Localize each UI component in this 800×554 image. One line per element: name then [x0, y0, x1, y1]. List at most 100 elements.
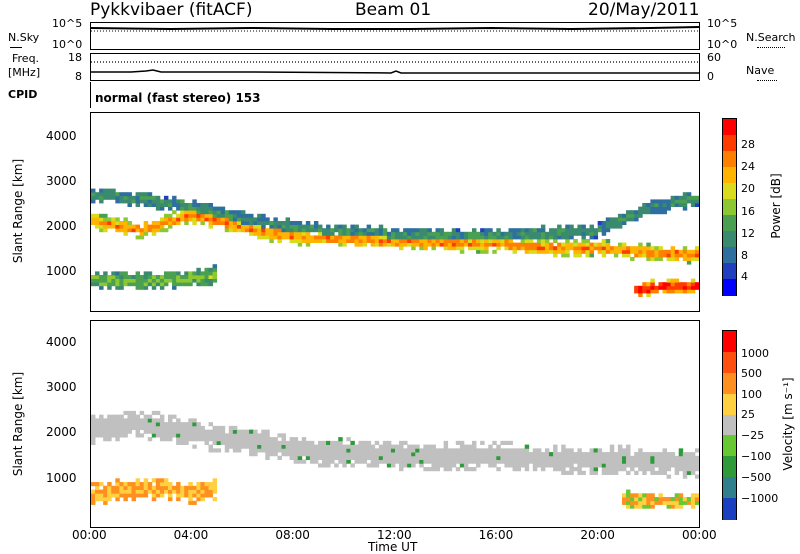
- velocity-cell: [642, 504, 647, 509]
- velocity-cell: [390, 463, 396, 468]
- velocity-cell: [395, 452, 400, 457]
- power-cell: [151, 224, 157, 229]
- velocity-cell: [305, 452, 311, 457]
- velocity-cell: [95, 485, 100, 490]
- power-cell: [654, 285, 659, 290]
- velocity-cell: [224, 433, 230, 438]
- velocity-cell: [593, 452, 599, 457]
- velocity-cell: [634, 455, 639, 460]
- velocity-cell: [236, 429, 242, 434]
- power-cell: [293, 221, 299, 225]
- velocity-cell: [330, 455, 335, 460]
- velocity-cell: [309, 459, 315, 464]
- power-cell: [119, 224, 124, 229]
- power-cell: [200, 271, 205, 276]
- velocity-cell: [694, 448, 700, 453]
- power-cell: [103, 213, 108, 218]
- power-cell: [646, 242, 651, 247]
- power-cell: [569, 235, 574, 240]
- power-cell: [390, 239, 396, 243]
- velocity-cell: [91, 425, 96, 431]
- velocity-cell: [690, 459, 696, 464]
- power-cell: [99, 188, 104, 193]
- velocity-cell: [354, 448, 359, 453]
- velocity-cell: [617, 452, 623, 457]
- velocity-cell: [107, 482, 112, 487]
- velocity-cell: [390, 448, 396, 453]
- power-cell: [654, 289, 659, 294]
- power-cell: [163, 195, 169, 200]
- power-cell: [670, 246, 676, 251]
- power-cell: [176, 217, 181, 222]
- velocity-cell: [658, 467, 663, 472]
- velocity-cell: [317, 440, 323, 445]
- power-cell: [236, 224, 242, 229]
- velocity-cell: [386, 444, 392, 449]
- power-cell: [334, 235, 339, 240]
- power-cell: [390, 235, 396, 240]
- velocity-cell: [135, 429, 141, 434]
- power-cell: [119, 285, 124, 290]
- power-cell: [682, 192, 688, 197]
- velocity-cell: [626, 493, 631, 498]
- power-cell: [589, 246, 595, 251]
- power-cell: [601, 239, 607, 243]
- power-cell: [634, 217, 639, 222]
- velocity-cell: [269, 444, 274, 449]
- power-cell: [589, 242, 595, 247]
- beam-label: Beam 01: [355, 0, 432, 20]
- velocity-cell: [95, 433, 100, 438]
- velocity-cell: [386, 452, 392, 457]
- power-cell: [155, 203, 161, 207]
- power-cell: [682, 195, 688, 200]
- power-cell: [228, 228, 234, 233]
- power-cell: [382, 235, 388, 240]
- velocity-cell: [484, 459, 489, 464]
- power-cell: [492, 235, 497, 240]
- power-cell: [492, 249, 497, 254]
- velocity-cell: [630, 459, 635, 464]
- velocity-cell: [382, 455, 388, 460]
- velocity-cell: [690, 500, 696, 505]
- velocity-cell: [188, 437, 193, 442]
- power-colorbar-segment: [723, 231, 736, 248]
- power-cell: [119, 199, 124, 204]
- velocity-cell: [399, 467, 404, 472]
- power-cell: [257, 213, 262, 218]
- velocity-cell: [500, 452, 505, 457]
- power-cell: [297, 239, 303, 243]
- power-cell: [147, 195, 153, 200]
- power-cell: [111, 271, 116, 276]
- velocity-cell: [654, 452, 659, 457]
- velocity-cell: [666, 459, 672, 464]
- velocity-cell: [626, 455, 631, 460]
- velocity-cell: [119, 482, 124, 487]
- velocity-cell: [155, 478, 161, 483]
- velocity-cell: [115, 429, 120, 434]
- power-cell: [99, 199, 104, 204]
- power-cell: [115, 199, 120, 204]
- velocity-cell: [581, 452, 586, 457]
- power-cell: [512, 249, 517, 254]
- power-cell: [115, 221, 120, 225]
- x-tick-label: 08:00: [275, 528, 310, 542]
- power-cell: [172, 275, 177, 279]
- power-cell: [99, 217, 104, 222]
- velocity-cell: [163, 478, 169, 483]
- power-cell: [597, 249, 603, 254]
- power-cell: [107, 192, 112, 197]
- velocity-cell: [435, 463, 440, 468]
- velocity-cell: [176, 489, 181, 494]
- velocity-cell: [253, 429, 258, 434]
- velocity-cell: [528, 459, 534, 464]
- velocity-cell: [561, 470, 566, 475]
- power-cell: [451, 231, 457, 236]
- x-tick-label: 04:00: [173, 528, 209, 542]
- velocity-cell: [634, 452, 639, 457]
- power-cell: [532, 242, 538, 247]
- velocity-cell: [301, 448, 307, 453]
- power-cell: [342, 231, 347, 236]
- velocity-cell: [626, 463, 631, 468]
- power-cell: [419, 235, 424, 240]
- power-cell: [544, 249, 550, 254]
